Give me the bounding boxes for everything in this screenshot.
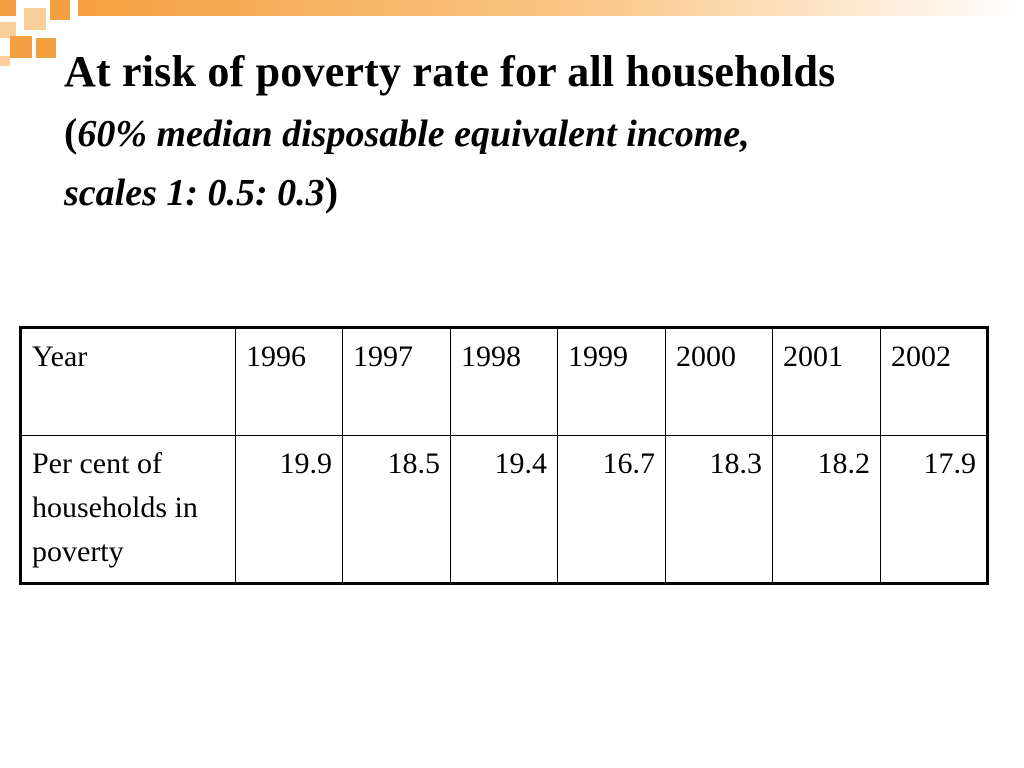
poverty-value-cell: 19.9 <box>235 435 343 584</box>
year-cell: 1997 <box>342 327 451 436</box>
title-subtitle-text-1: 60% median disposable equivalent income, <box>77 113 750 155</box>
poverty-value-cell: 16.7 <box>557 435 666 584</box>
decor-square <box>10 36 32 58</box>
poverty-value-cell: 18.3 <box>665 435 773 584</box>
poverty-rate-table: Year 1996 1997 1998 1999 2000 2001 2002 … <box>19 326 989 585</box>
title-paren-open: ( <box>64 110 78 155</box>
top-gradient-band <box>78 0 1024 16</box>
decor-square <box>0 56 10 66</box>
title-paren-close: ) <box>324 169 339 214</box>
year-cell: 1998 <box>450 327 558 436</box>
table-row: Per cent of households in poverty 19.9 1… <box>20 435 988 584</box>
slide-title: At risk of poverty rate for all househol… <box>64 40 1019 222</box>
poverty-value-cell: 17.9 <box>880 435 988 584</box>
year-cell: 1996 <box>235 327 343 436</box>
year-cell: 1999 <box>557 327 666 436</box>
year-cell: 2002 <box>880 327 988 436</box>
title-subtitle-line-1: (60% median disposable equivalent income… <box>64 104 1019 163</box>
poverty-value-cell: 19.4 <box>450 435 558 584</box>
poverty-value-cell: 18.2 <box>772 435 881 584</box>
decor-square <box>0 22 16 38</box>
title-subtitle-line-2: scales 1: 0.5: 0.3) <box>64 163 1019 222</box>
title-subtitle-text-2: scales 1: 0.5: 0.3 <box>64 172 325 214</box>
table-row: Year 1996 1997 1998 1999 2000 2001 2002 <box>20 327 988 436</box>
poverty-value-cell: 18.5 <box>342 435 451 584</box>
decor-square <box>0 0 16 16</box>
decor-square <box>50 0 70 20</box>
year-cell: 2001 <box>772 327 881 436</box>
decor-square <box>24 8 46 30</box>
corner-decoration <box>0 0 1024 66</box>
decor-square <box>36 38 56 58</box>
year-header-label: Year <box>20 327 236 436</box>
year-cell: 2000 <box>665 327 773 436</box>
title-main: At risk of poverty rate for all househol… <box>64 47 836 96</box>
poverty-row-label: Per cent of households in poverty <box>20 435 236 584</box>
